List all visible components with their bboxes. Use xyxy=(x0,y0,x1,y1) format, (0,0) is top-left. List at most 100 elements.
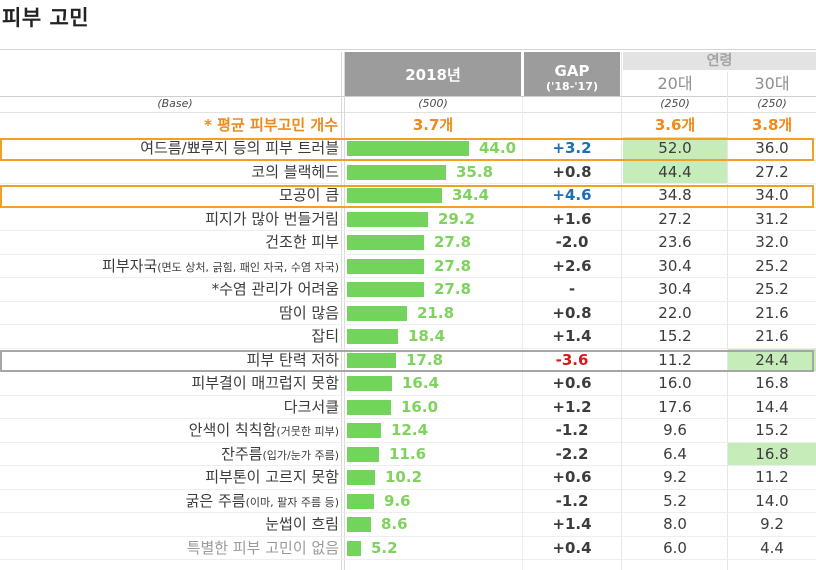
row-divider xyxy=(0,418,816,419)
row-label: 눈썹이 흐림 xyxy=(0,513,339,536)
row-label-text: 눈썹이 흐림 xyxy=(265,515,339,533)
age-20-value: 44.4 xyxy=(623,160,727,184)
base-age-30: (250) xyxy=(757,97,787,110)
gap-value: -3.6 xyxy=(555,350,589,369)
bar-mark xyxy=(347,446,379,462)
row-label-text: 코의 블랙헤드 xyxy=(251,162,339,181)
age-20-value: 22.0 xyxy=(658,303,692,322)
highlight-box xyxy=(0,185,814,208)
row-label: 건조한 피부 xyxy=(0,231,339,254)
row-label: 굵은 주름(이마, 팔자 주름 등) xyxy=(0,490,339,513)
row-label-note: (이마, 팔자 주름 등) xyxy=(245,495,339,509)
bar-value-label: 35.8 xyxy=(456,162,494,181)
row-label: 피지가 많아 번들거림 xyxy=(0,208,339,231)
table-row: 땀이 많음 21.8 +0.8 22.0 21.6 xyxy=(0,302,816,325)
gap-value: +0.8 xyxy=(552,303,592,322)
row-label-text: 여드름/뾰루지 등의 피부 트러블 xyxy=(140,139,339,157)
bar-mark xyxy=(347,164,446,180)
bar-value-label: 27.8 xyxy=(434,233,472,251)
row-label-text: 피부톤이 고르지 못함 xyxy=(205,468,339,486)
bar-mark xyxy=(347,376,392,391)
bar-value-label: 27.8 xyxy=(434,256,472,275)
row-label: 피부결이 매끄럽지 못함 xyxy=(0,372,339,395)
column-separator xyxy=(341,52,342,570)
column-separator xyxy=(727,72,728,570)
base-divider xyxy=(0,112,816,113)
table-row: 피지가 많아 번들거림 29.2 +1.6 27.2 31.2 xyxy=(0,208,816,231)
bar-value-label: 21.8 xyxy=(417,303,455,322)
gap-value: +4.6 xyxy=(552,186,592,204)
page-title: 피부 고민 xyxy=(2,6,90,30)
row-divider xyxy=(0,253,816,255)
row-divider xyxy=(0,183,816,184)
bar-value-label: 17.8 xyxy=(406,350,444,369)
row-label: 잡티 xyxy=(0,325,339,348)
base-label: (Base) xyxy=(157,97,193,110)
header-age-group: 연령 xyxy=(623,52,816,70)
age-20-value: 6.0 xyxy=(663,538,687,557)
table-row: 특별한 피부 고민이 없음 5.2 +0.4 6.0 4.4 xyxy=(0,537,816,560)
bar-value-label: 8.6 xyxy=(381,515,408,533)
row-label-text: 다크서클 xyxy=(283,397,339,416)
row-divider xyxy=(0,488,816,490)
bar-value-label: 9.6 xyxy=(384,491,411,510)
age-20-value: 6.4 xyxy=(663,444,687,463)
highlight-box xyxy=(0,349,814,372)
highlight-box xyxy=(0,138,814,161)
age-30-value: 32.0 xyxy=(755,233,789,251)
bar-value-label: 44.0 xyxy=(479,139,517,157)
bar-mark xyxy=(347,141,469,156)
row-label-text: 잡티 xyxy=(311,327,339,345)
bar-mark xyxy=(347,540,361,556)
bar-mark xyxy=(347,235,424,250)
age-20-value: 8.0 xyxy=(663,515,687,533)
row-divider xyxy=(0,324,816,325)
table-row: 잡티 18.4 +1.4 15.2 21.6 xyxy=(0,325,816,348)
age-20-value: 16.0 xyxy=(658,374,692,392)
table-row: 모공이 큼 34.4 +4.6 34.8 34.0 xyxy=(0,184,816,207)
average-age-20: 3.6개 xyxy=(654,116,696,134)
gap-value: +1.4 xyxy=(552,327,592,345)
table-row: 건조한 피부 27.8 -2.0 23.6 32.0 xyxy=(0,231,816,254)
bar-mark xyxy=(347,305,407,321)
row-label-note: (면도 상처, 긁힘, 패인 자국, 수염 자국) xyxy=(157,260,339,274)
bar-mark xyxy=(347,329,398,344)
table-row: 굵은 주름(이마, 팔자 주름 등) 9.6 -1.2 5.2 14.0 xyxy=(0,490,816,513)
table-row: 피부 탄력 저하 17.8 -3.6 11.2 24.4 xyxy=(0,348,816,372)
column-separator xyxy=(522,97,523,570)
age-30-value: 25.2 xyxy=(755,280,789,298)
row-label-text: 모공이 큼 xyxy=(279,186,339,204)
average-total: 3.7개 xyxy=(412,116,454,134)
bar-mark xyxy=(347,258,424,274)
bar-value-label: 16.0 xyxy=(401,397,439,416)
row-divider xyxy=(0,394,816,396)
row-label: 모공이 큼 xyxy=(0,184,339,207)
table-row: 피부톤이 고르지 못함 10.2 +0.6 9.2 11.2 xyxy=(0,466,816,489)
gap-value: +0.4 xyxy=(552,538,592,557)
bar-mark xyxy=(347,423,381,438)
age-20-value: 23.6 xyxy=(658,233,692,251)
bar-mark xyxy=(347,211,428,227)
column-separator xyxy=(344,52,345,570)
row-label: *수염 관리가 어려움 xyxy=(0,278,339,301)
table-row: 피부결이 매끄럽지 못함 16.4 +0.6 16.0 16.8 xyxy=(0,372,816,395)
age-20-value: 30.4 xyxy=(658,280,692,298)
age-30-value: 34.0 xyxy=(755,186,789,204)
row-label: 피부 탄력 저하 xyxy=(0,349,339,372)
table-row: 다크서클 16.0 +1.2 17.6 14.4 xyxy=(0,396,816,419)
table-row: 눈썹이 흐림 8.6 +1.4 8.0 9.2 xyxy=(0,513,816,536)
bar-mark xyxy=(347,470,375,485)
age-30-value: 21.6 xyxy=(755,303,789,322)
average-label: * 평균 피부고민 개수 xyxy=(204,116,338,134)
table-row: 안색이 칙칙함(거뭇한 피부) 12.4 -1.2 9.6 15.2 xyxy=(0,419,816,442)
gap-value: +3.2 xyxy=(552,139,592,157)
age-30-value: 14.4 xyxy=(755,397,789,416)
gap-value: - xyxy=(568,280,576,298)
bar-value-label: 11.6 xyxy=(389,444,427,463)
gap-value: +1.4 xyxy=(552,515,592,533)
bar-mark xyxy=(347,188,442,203)
row-label-text: 굵은 주름 xyxy=(185,491,246,510)
gap-value: +1.2 xyxy=(552,397,592,416)
row-label-text: 피부 탄력 저하 xyxy=(246,350,339,369)
bar-value-label: 34.4 xyxy=(452,186,490,204)
